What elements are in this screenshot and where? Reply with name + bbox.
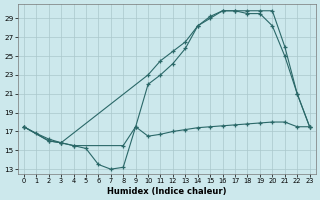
X-axis label: Humidex (Indice chaleur): Humidex (Indice chaleur)	[107, 187, 227, 196]
